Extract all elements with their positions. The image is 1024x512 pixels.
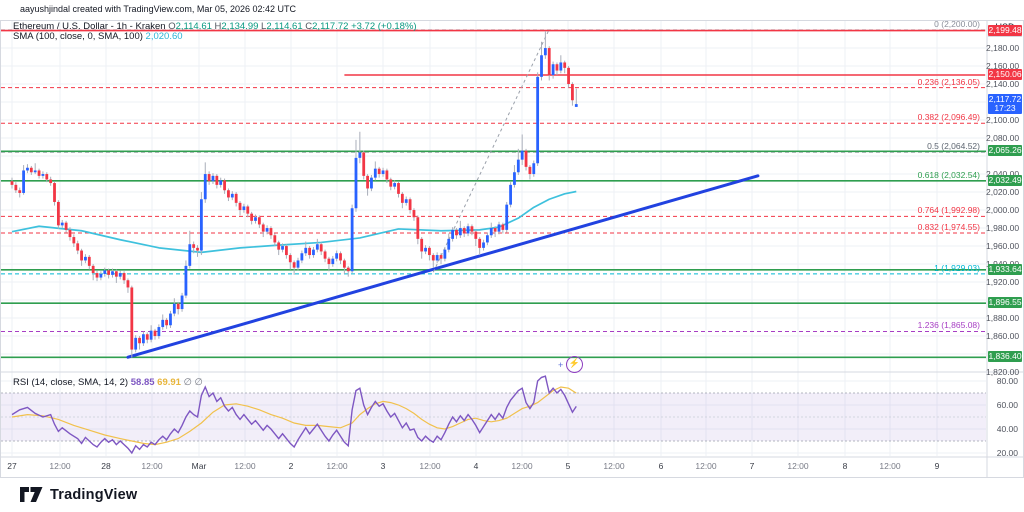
- fib-label: 1.236 (1,865.08): [917, 320, 980, 331]
- price-line-badge: 2,150.06: [988, 69, 1022, 80]
- ohlc-value: 2,114.61: [175, 21, 215, 32]
- ohlc-key: O: [168, 21, 176, 32]
- price-tick: 2,140.00: [986, 79, 1020, 90]
- time-tick[interactable]: 2: [288, 461, 294, 471]
- price-tick: 2,100.00: [986, 115, 1020, 126]
- fib-label: 0.236 (2,136.05): [917, 76, 980, 87]
- rsi-legend[interactable]: RSI (14, close, SMA, 14, 2) 58.85 69.91 …: [13, 377, 203, 388]
- tradingview-logo-icon: [20, 487, 43, 502]
- price-tick: 2,080.00: [986, 133, 1020, 144]
- fib-label: 1 (1,929.03): [934, 262, 980, 273]
- symbol-title: Ethereum / U.S. Dollar - 1h - Kraken: [13, 21, 166, 32]
- fib-label: 0.618 (2,032.54): [917, 169, 980, 180]
- ohlc-key: L: [261, 21, 267, 32]
- fib-label: 0.832 (1,974.55): [917, 221, 980, 232]
- price-tick: 1,920.00: [986, 277, 1020, 288]
- price-line-badge: 2,065.26: [988, 145, 1022, 157]
- time-tick[interactable]: 12:00: [695, 461, 717, 471]
- price-line-badge: 1,836.40: [988, 351, 1022, 363]
- rsi-tick: 60.00: [996, 400, 1018, 410]
- price-tick: 2,000.00: [986, 205, 1020, 216]
- fib-label: 0.764 (1,992.98): [917, 205, 980, 216]
- time-tick[interactable]: 12:00: [234, 461, 256, 471]
- time-tick[interactable]: 9: [934, 461, 940, 471]
- rsi-tick: 80.00: [996, 376, 1018, 386]
- flash-drawing-icon[interactable]: ⚡: [566, 356, 583, 373]
- time-tick[interactable]: 12:00: [511, 461, 533, 471]
- time-tick[interactable]: 12:00: [141, 461, 163, 471]
- fib-label: 0 (2,200.00): [934, 19, 980, 30]
- price-line-badge: 1,896.55: [988, 297, 1022, 309]
- ohlc-value: 2,134.99: [221, 21, 262, 32]
- price-tick: 1,980.00: [986, 223, 1020, 234]
- sma-legend[interactable]: SMA (100, close, 0, SMA, 100) 2,020.60: [13, 31, 183, 42]
- price-line-badge: 2,032.49: [988, 174, 1022, 186]
- attribution-text: aayushjindal created with TradingView.co…: [20, 4, 296, 14]
- time-tick[interactable]: 27: [7, 461, 17, 471]
- time-tick[interactable]: Mar: [191, 461, 207, 471]
- ohlc-key: C: [305, 21, 313, 32]
- rsi-value: 58.85: [130, 377, 155, 388]
- price-tick: 1,860.00: [986, 331, 1020, 342]
- price-tick: 1,880.00: [986, 313, 1020, 324]
- price-tick: 2,160.00: [986, 61, 1020, 72]
- rsi-empty-values: ∅ ∅: [183, 377, 203, 388]
- tradingview-logo-text: TradingView: [50, 486, 138, 503]
- price-line-badge: 1,933.64: [988, 263, 1022, 275]
- ohlc-key: H: [214, 21, 222, 32]
- time-tick[interactable]: 6: [658, 461, 664, 471]
- rsi-label: RSI (14, close, SMA, 14, 2): [13, 377, 129, 388]
- sma-value: 2,020.60: [145, 31, 183, 42]
- time-tick[interactable]: 12:00: [787, 461, 809, 471]
- fib-label: 0.5 (2,064.52): [927, 140, 980, 151]
- symbol-legend[interactable]: Ethereum / U.S. Dollar - 1h - Kraken O2,…: [13, 21, 417, 32]
- price-tick: 2,040.00: [986, 169, 1019, 179]
- rsi-tick: 40.00: [996, 424, 1018, 434]
- rsi-ma-value: 69.91: [157, 377, 181, 388]
- fib-label: 0.382 (2,096.49): [917, 112, 980, 123]
- current-price-badge: 2,117.72 17:23: [988, 94, 1022, 115]
- time-tick[interactable]: 12:00: [49, 461, 71, 471]
- price-tick: 2,020.00: [986, 187, 1020, 198]
- price-tick: 1,820.00: [986, 367, 1020, 378]
- change-value: +3.72 (+0.18%): [351, 21, 417, 32]
- time-tick[interactable]: 12:00: [326, 461, 348, 471]
- price-tick: 2,180.00: [986, 43, 1020, 54]
- ohlc-value: 2,117.72: [312, 21, 352, 32]
- time-tick[interactable]: 12:00: [603, 461, 625, 471]
- time-tick[interactable]: 7: [749, 461, 755, 471]
- time-tick[interactable]: 28: [101, 461, 111, 471]
- tradingview-logo[interactable]: TradingView: [20, 486, 137, 503]
- time-tick[interactable]: 3: [380, 461, 386, 471]
- price-tick: 1,960.00: [986, 241, 1020, 252]
- time-tick[interactable]: 4: [473, 461, 479, 471]
- price-line-badge: 2,199.48: [988, 24, 1022, 36]
- ohlc-value: 2,114.61: [266, 21, 306, 32]
- time-tick[interactable]: 12:00: [419, 461, 441, 471]
- time-tick[interactable]: 12:00: [879, 461, 901, 471]
- ohlc-values: O2,114.61 H2,134.99 L2,114.61 C2,117.72: [168, 21, 351, 32]
- time-tick[interactable]: 5: [565, 461, 571, 471]
- sma-label: SMA (100, close, 0, SMA, 100): [13, 31, 143, 42]
- plus-marker: +: [558, 360, 564, 370]
- rsi-tick: 20.00: [996, 448, 1018, 458]
- bar-countdown: 17:23: [994, 103, 1016, 114]
- time-tick[interactable]: 8: [842, 461, 848, 471]
